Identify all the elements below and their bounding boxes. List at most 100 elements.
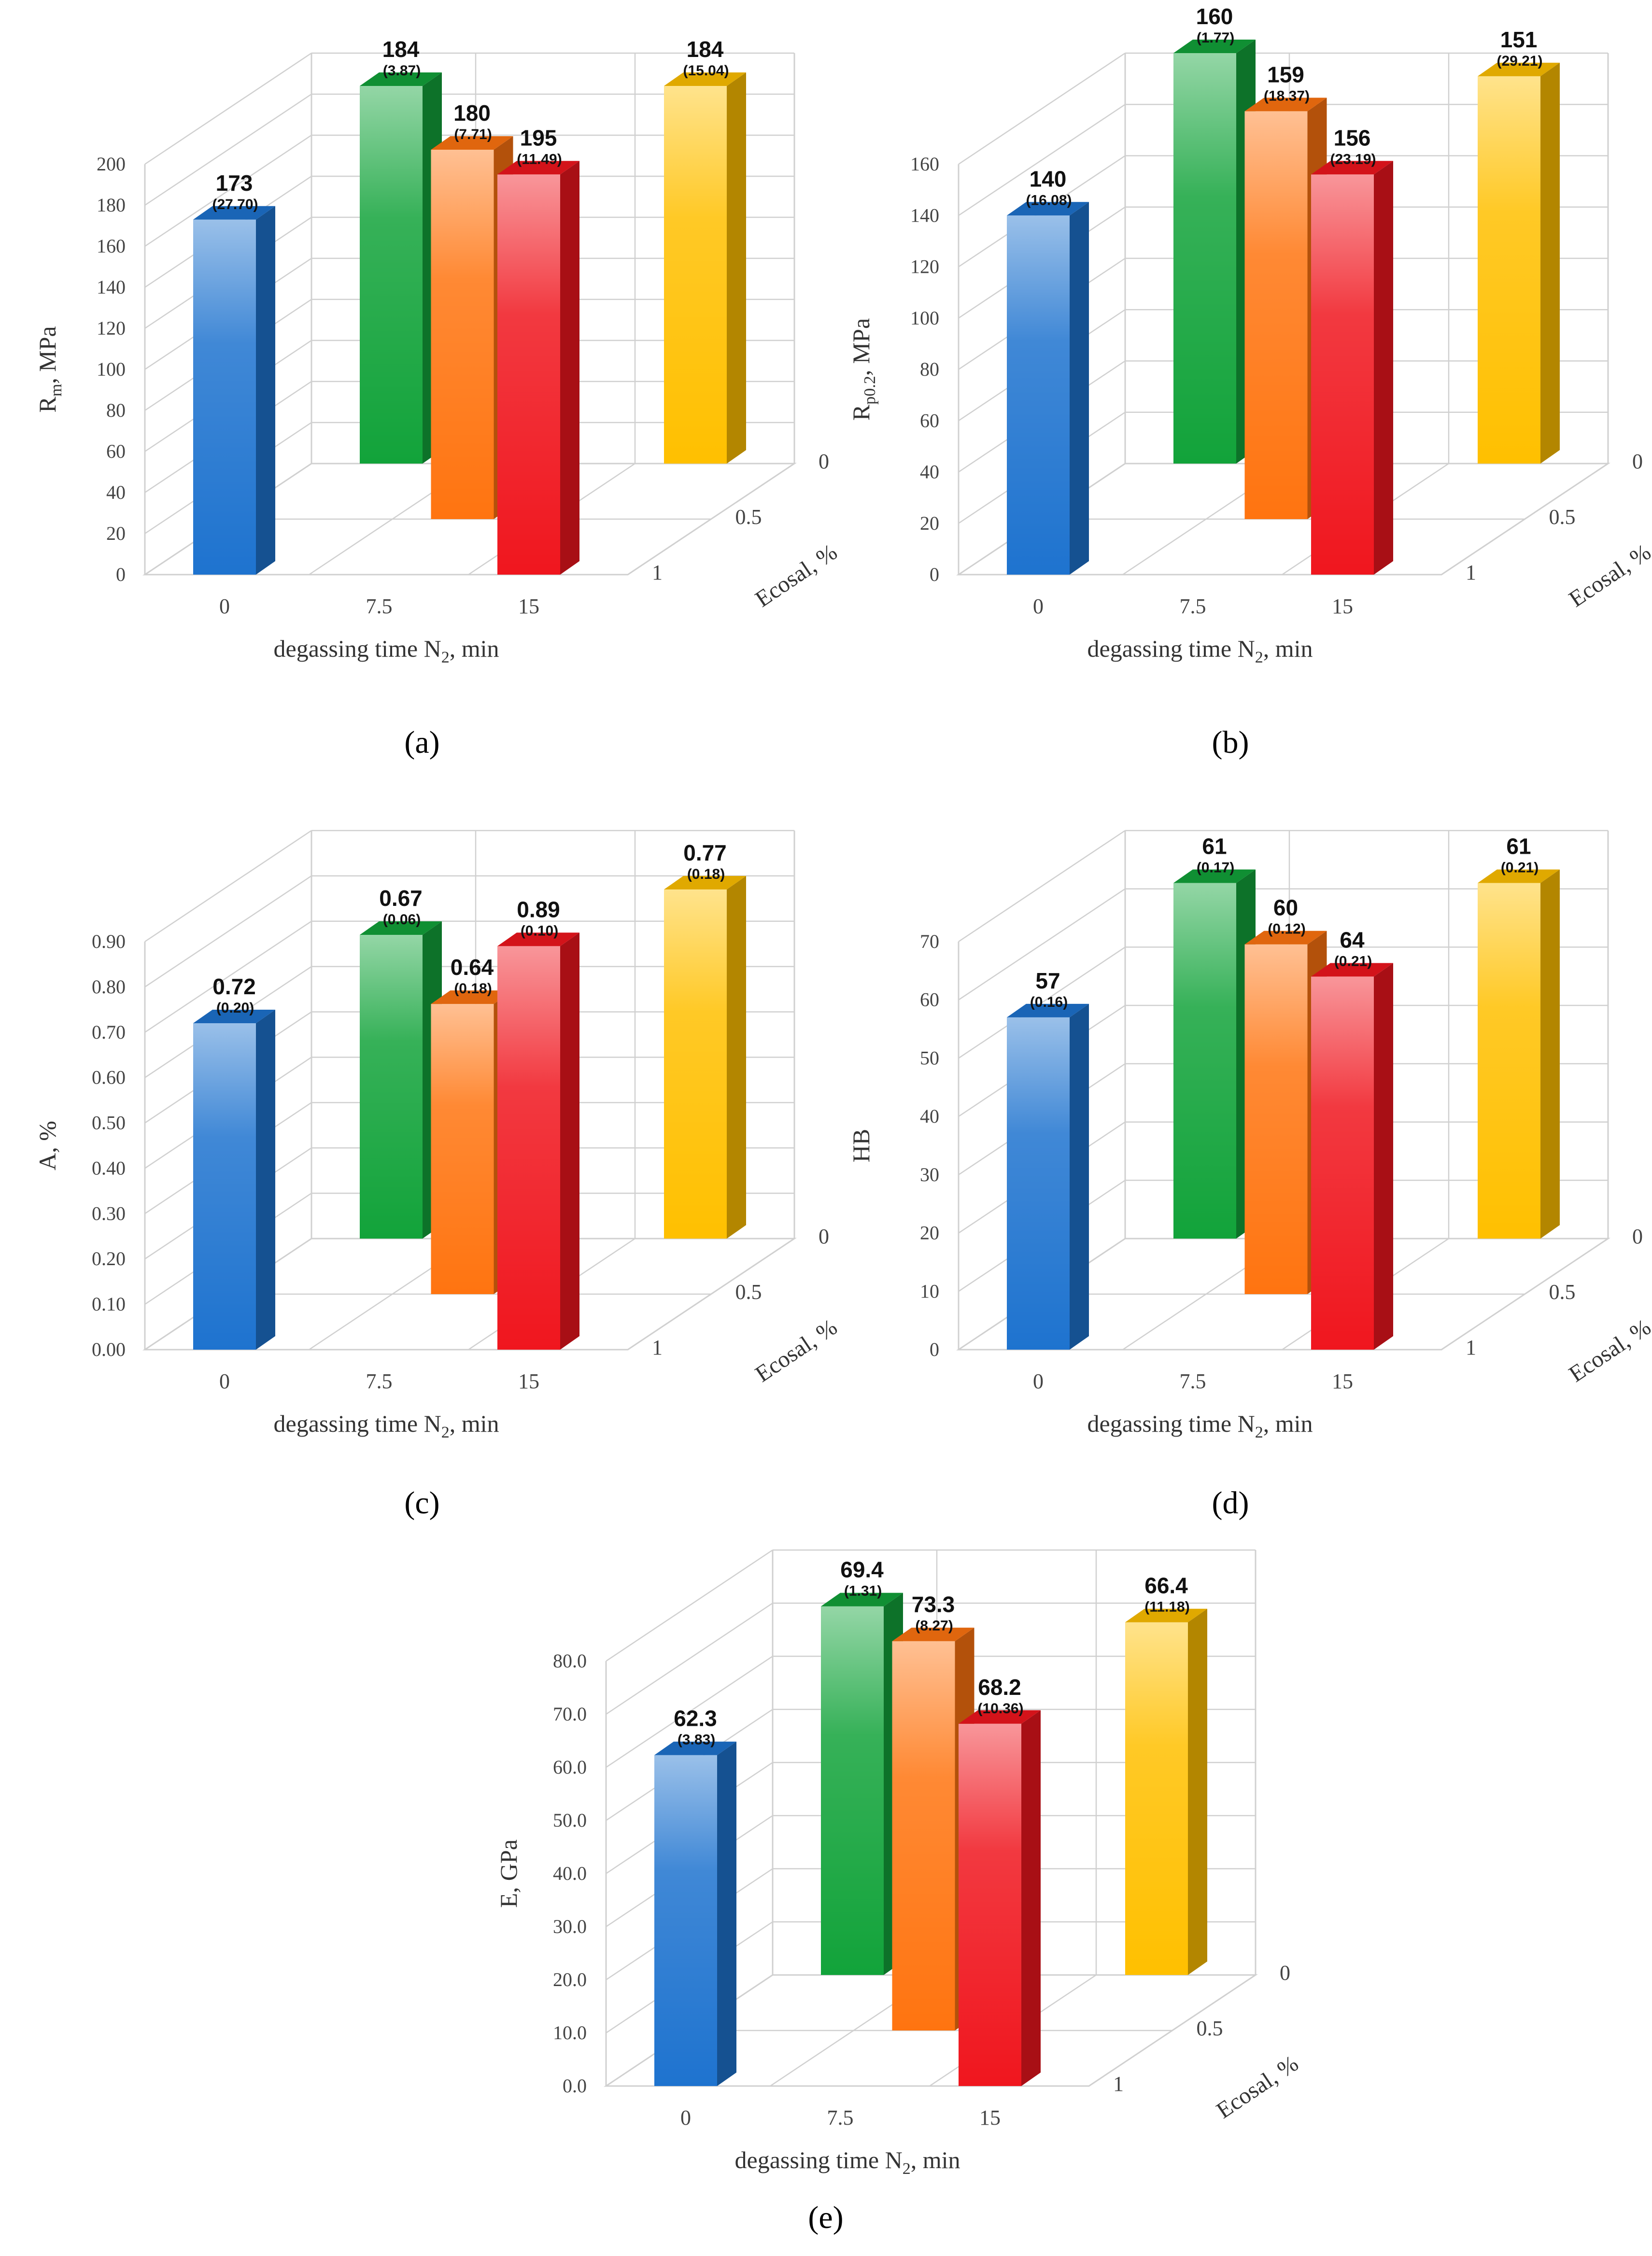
bar-top (654, 1741, 736, 1755)
bar-value-label: 0.72 (212, 974, 256, 999)
bar-value-label: 64 (1340, 927, 1365, 952)
bar-sd-label: (3.83) (678, 1732, 715, 1748)
z-tick-label: 0.5 (735, 1280, 762, 1304)
z-tick-label: 0 (1280, 1961, 1290, 1985)
bar-value-label: 180 (453, 100, 491, 126)
y-tick-label: 0 (116, 564, 126, 585)
bar-gold (664, 876, 746, 1239)
y-tick-label: 0.0 (563, 2075, 587, 2097)
z-axis-label: Ecosal, % (1564, 1314, 1652, 1387)
z-tick-label: 1 (652, 1336, 663, 1359)
bar-red (497, 932, 579, 1350)
bar-side (717, 1741, 736, 2086)
x-tick-label: 0 (1033, 594, 1044, 618)
z-tick-label: 0.5 (1197, 2016, 1223, 2040)
bar-top (664, 72, 746, 86)
gridline-side (606, 1655, 773, 1768)
bar-value-label: 0.77 (683, 840, 727, 865)
bar-gold (1478, 869, 1560, 1239)
gridline-side (958, 104, 1126, 216)
x-axis-label: degassing time N2, min (1087, 635, 1313, 666)
bar-value-label: 61 (1202, 834, 1227, 859)
bar-top (1311, 963, 1393, 977)
chart-e: 0.0 10.0 20.0 30.0 40.0 50.0 60.0 70.0 80.0 E, GP… (495, 1549, 1303, 2178)
x-tick-label: 7.5 (1180, 594, 1206, 618)
bar-top (1244, 931, 1327, 945)
bar-front (1173, 53, 1236, 464)
panel-label-b: (b) (1212, 725, 1249, 760)
bar-front (431, 1004, 494, 1294)
bar-top (431, 990, 513, 1004)
bar-green (821, 1593, 903, 1975)
bar-value-label: 62.3 (674, 1706, 717, 1731)
z-axis-label: Ecosal, % (1212, 2051, 1303, 2124)
y-tick-label: 50.0 (553, 1809, 587, 1831)
bar-front (360, 934, 423, 1239)
bar-top (431, 136, 513, 150)
bar-green (1173, 40, 1256, 464)
y-tick-label: 40 (106, 481, 126, 503)
bar-front (1478, 76, 1540, 464)
x-tick-label: 15 (518, 594, 539, 618)
bar-side (560, 932, 579, 1350)
bar-front (1173, 883, 1236, 1239)
bar-top (959, 1710, 1041, 1724)
bar-value-label: 60 (1273, 895, 1298, 920)
y-tick-label: 20 (106, 522, 126, 544)
gridline-side (144, 52, 312, 165)
bar-red (1311, 963, 1393, 1350)
bar-top (1125, 1608, 1207, 1622)
panel-label-d: (d) (1212, 1485, 1249, 1521)
bar-sd-label: (3.87) (383, 63, 421, 79)
bar-front (654, 1755, 717, 2086)
bar-front (1478, 883, 1540, 1239)
y-tick-label: 0.00 (92, 1339, 126, 1360)
bar-gold (1125, 1608, 1207, 1975)
gridline-side (958, 946, 1126, 1059)
y-tick-label: 0.80 (92, 976, 126, 998)
panel-label-e: (e) (808, 2200, 844, 2235)
x-axis-label: degassing time N2, min (1087, 1410, 1313, 1441)
x-tick-label: 15 (518, 1369, 539, 1393)
x-axis-label: degassing time N2, min (274, 1410, 499, 1441)
bar-value-label: 66.4 (1144, 1573, 1188, 1598)
gridline-side (144, 920, 312, 1033)
bar-sd-label: (0.06) (383, 912, 421, 928)
y-tick-label: 20 (920, 512, 939, 534)
x-tick-label: 0 (219, 594, 230, 618)
panel-label-a: (a) (404, 725, 440, 760)
bar-blue (1007, 202, 1089, 575)
y-tick-label: 40 (920, 1105, 939, 1127)
bar-top (1244, 98, 1327, 112)
bar-value-label: 140 (1030, 166, 1067, 191)
z-tick-label: 1 (1113, 2072, 1124, 2096)
bar-top (1173, 869, 1256, 883)
z-tick-label: 0 (1632, 1225, 1643, 1248)
z-tick-label: 1 (1466, 1336, 1476, 1359)
bar-sd-label: (29.21) (1497, 53, 1542, 69)
bar-sd-label: (0.21) (1501, 860, 1539, 876)
bar-sd-label: (18.37) (1264, 88, 1310, 104)
y-tick-label: 80 (106, 399, 126, 421)
chart-b: 0 20 40 60 80 100 120 140 160 Rp0.2, MPa 0 7.5 15 deg… (847, 4, 1652, 666)
bar-green (360, 72, 442, 464)
gridline-side (958, 52, 1126, 165)
bar-value-label: 195 (520, 125, 557, 150)
bar-sd-label: (11.49) (517, 151, 562, 167)
bar-value-label: 61 (1506, 834, 1531, 859)
bar-value-label: 0.89 (517, 897, 560, 922)
bar-top (892, 1627, 974, 1641)
bar-value-label: 184 (382, 37, 420, 62)
bar-red (959, 1710, 1041, 2086)
y-tick-label: 40.0 (553, 1862, 587, 1884)
bar-top (193, 206, 275, 220)
z-tick-label: 0.5 (735, 505, 762, 529)
bar-sd-label: (0.10) (521, 923, 558, 939)
y-tick-label: 30.0 (553, 1916, 587, 1937)
bar-front (1125, 1622, 1188, 1975)
gridline-side (958, 830, 1126, 943)
bar-sd-label: (0.18) (687, 866, 725, 882)
y-tick-label: 160 (97, 235, 126, 257)
bar-sd-label: (0.12) (1268, 921, 1305, 937)
